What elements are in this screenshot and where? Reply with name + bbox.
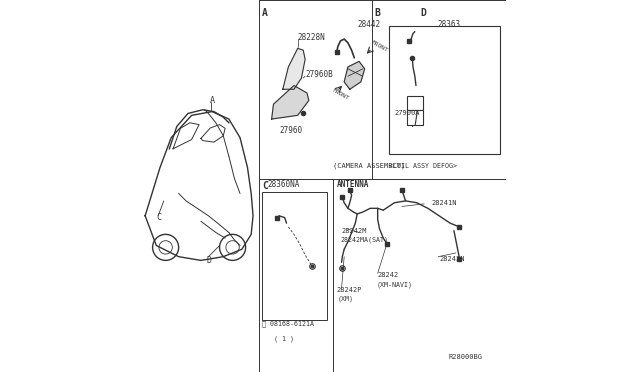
Text: 28243N: 28243N xyxy=(439,256,465,262)
Text: <COIL ASSY DEFOG>: <COIL ASSY DEFOG> xyxy=(389,163,457,169)
Text: 28242M: 28242M xyxy=(342,228,367,234)
Bar xyxy=(389,26,500,154)
Bar xyxy=(408,110,423,125)
Text: (XM): (XM) xyxy=(337,295,353,302)
Text: A: A xyxy=(211,96,215,105)
Text: FRONT: FRONT xyxy=(330,88,349,102)
Bar xyxy=(408,96,423,110)
Text: ( 1 ): ( 1 ) xyxy=(273,335,294,342)
Text: 28241N: 28241N xyxy=(431,200,457,206)
Text: C: C xyxy=(262,181,268,191)
Text: C: C xyxy=(156,213,161,222)
Text: 28363: 28363 xyxy=(437,20,460,29)
Text: 28442: 28442 xyxy=(357,20,380,29)
Polygon shape xyxy=(271,86,309,119)
Text: 27960: 27960 xyxy=(279,126,302,135)
Bar xyxy=(262,192,328,320)
Polygon shape xyxy=(283,48,305,89)
Text: 28242MA(SAT): 28242MA(SAT) xyxy=(340,237,388,243)
Polygon shape xyxy=(344,61,365,89)
Text: B: B xyxy=(374,8,381,18)
Text: D: D xyxy=(207,256,212,265)
Text: A: A xyxy=(262,8,268,18)
Text: D: D xyxy=(420,8,426,18)
Text: 28242P: 28242P xyxy=(337,287,362,293)
Text: ANTENNA: ANTENNA xyxy=(337,180,369,189)
Text: 28242: 28242 xyxy=(378,272,399,278)
Text: FRONT: FRONT xyxy=(370,40,389,53)
Text: 27900A: 27900A xyxy=(394,110,420,116)
Text: (XM-NAVI): (XM-NAVI) xyxy=(377,281,413,288)
Text: 28360NA: 28360NA xyxy=(268,180,300,189)
Text: Ⓢ 08168-6121A: Ⓢ 08168-6121A xyxy=(262,320,314,327)
Text: R28000BG: R28000BG xyxy=(449,354,483,360)
Text: 27960B: 27960B xyxy=(305,70,333,79)
Text: 28228N: 28228N xyxy=(298,33,325,42)
Text: (CAMERA ASSEMBLY): (CAMERA ASSEMBLY) xyxy=(333,162,405,169)
